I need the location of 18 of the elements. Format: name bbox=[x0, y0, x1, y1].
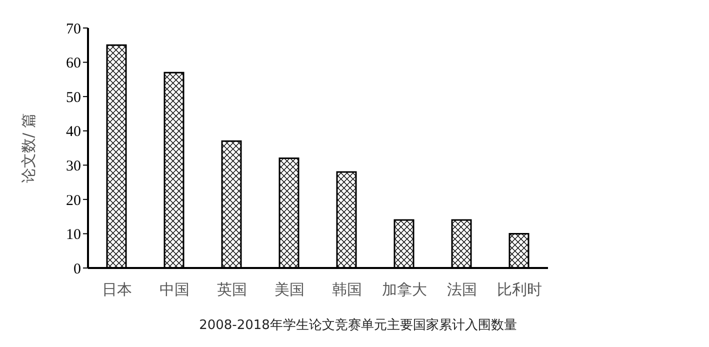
y-tick-label: 30 bbox=[66, 158, 81, 174]
x-tick-label: 英国 bbox=[216, 280, 247, 299]
x-tick-label: 韩国 bbox=[332, 280, 362, 299]
y-tick-label: 10 bbox=[66, 227, 81, 244]
y-tick-label: 20 bbox=[66, 192, 81, 209]
x-tick-label: 美国 bbox=[274, 280, 304, 299]
y-tick-label: 0 bbox=[74, 261, 81, 278]
y-tick-label: 40 bbox=[66, 124, 81, 140]
y-axis-title: 论文数/ 篇 bbox=[19, 113, 38, 183]
y-tick-label: 70 bbox=[66, 21, 81, 38]
x-tick-label: 比利时 bbox=[496, 280, 542, 299]
y-tick-label: 60 bbox=[66, 56, 81, 72]
x-tick-label: 日本 bbox=[102, 280, 132, 299]
y-tick-label: 50 bbox=[66, 90, 81, 106]
text: 2008-2018年学生论文竞赛单元主要国家累计入围数量 bbox=[198, 317, 518, 334]
x-tick-label: 法国 bbox=[446, 280, 477, 299]
x-tick-label: 加拿大 bbox=[382, 280, 427, 299]
x-tick-label: 中国 bbox=[159, 280, 190, 299]
